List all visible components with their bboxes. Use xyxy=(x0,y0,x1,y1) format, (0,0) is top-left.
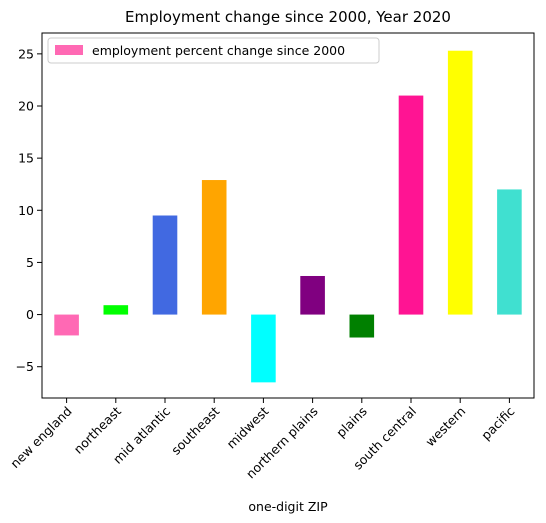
bars-group xyxy=(54,50,522,383)
y-tick-label: 25 xyxy=(18,46,34,61)
bar-northern-plains xyxy=(300,275,325,315)
legend-swatch xyxy=(55,45,83,55)
y-tick-label: 20 xyxy=(18,99,34,114)
bar-midwest xyxy=(251,314,276,383)
x-tick-label: southeast xyxy=(168,403,222,457)
x-tick-label: new england xyxy=(7,404,74,471)
bar-western xyxy=(447,50,473,315)
legend: employment percent change since 2000 xyxy=(47,37,380,64)
y-tick-label: 10 xyxy=(18,203,34,218)
legend-frame xyxy=(47,37,380,64)
x-tick-label: plains xyxy=(333,404,370,441)
y-axis: −5 0 5 10 15 20 25 xyxy=(16,46,42,374)
bar-mid-atlantic xyxy=(152,215,178,315)
y-tick-label: 5 xyxy=(26,255,34,270)
y-tick-label: 15 xyxy=(18,151,34,166)
legend-label: employment percent change since 2000 xyxy=(92,43,345,58)
y-tick-label: 0 xyxy=(26,307,34,322)
bar-southeast xyxy=(201,180,227,315)
bar-pacific xyxy=(497,189,522,315)
x-axis-label: one-digit ZIP xyxy=(248,499,328,514)
bar-plains xyxy=(349,314,375,338)
x-tick-label: midwest xyxy=(223,403,271,451)
chart-title: Employment change since 2000, Year 2020 xyxy=(125,8,451,26)
bar-new-england xyxy=(54,314,79,336)
bar-northeast xyxy=(103,305,129,315)
x-tick-label: pacific xyxy=(478,403,517,442)
y-tick-label: −5 xyxy=(16,359,34,374)
bar-south-central xyxy=(398,95,424,315)
plot-frame xyxy=(41,32,535,399)
x-tick-label: western xyxy=(422,404,468,450)
